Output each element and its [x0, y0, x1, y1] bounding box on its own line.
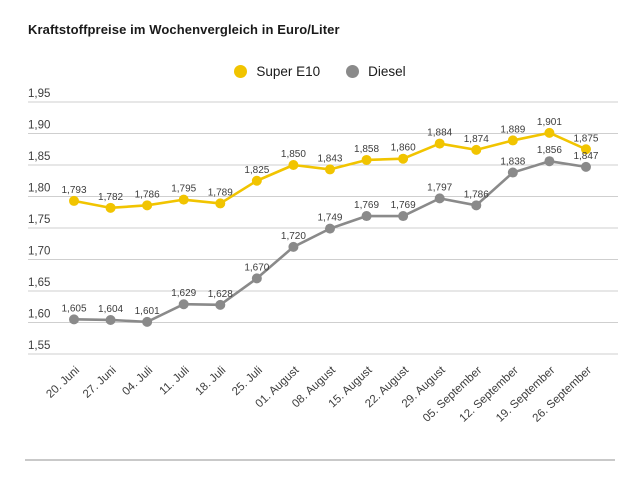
data-point-super-e10: [105, 202, 116, 213]
x-tick-label: 18. Juli: [193, 364, 228, 398]
data-point-label: 1,782: [98, 192, 123, 203]
super-e10-dot-icon: [234, 65, 248, 78]
data-point-label: 1,605: [61, 303, 86, 314]
data-point-diesel: [361, 211, 372, 222]
y-tick-label: 1,70: [28, 246, 50, 258]
series-group: 1,793 1,782 1,786 1,795 1,789 1,825 1,850 1,843…: [61, 117, 599, 327]
data-point-super-e10: [361, 154, 372, 165]
data-point-super-e10: [544, 127, 555, 138]
data-point-super-e10: [215, 198, 226, 209]
data-point-label: 1,769: [391, 200, 416, 211]
y-tick-label: 1,95: [28, 88, 50, 100]
x-tick-label: 25. Juli: [230, 364, 265, 398]
data-point-label: 1,875: [573, 133, 598, 144]
data-point-super-e10: [178, 194, 189, 205]
data-point-label: 1,601: [135, 306, 160, 317]
data-point-diesel: [178, 299, 189, 310]
data-point-label: 1,838: [500, 157, 525, 168]
data-point-label: 1,856: [537, 145, 562, 156]
legend-item-diesel: Diesel: [346, 64, 406, 79]
data-point-super-e10: [324, 164, 335, 175]
data-point-label: 1,789: [208, 187, 233, 198]
x-tick-label: 04. Juli: [120, 364, 155, 398]
data-point-label: 1,720: [281, 231, 306, 242]
data-point-super-e10: [288, 160, 299, 170]
y-tick-label: 1,65: [28, 277, 50, 289]
data-point-super-e10: [398, 153, 409, 164]
data-point-label: 1,604: [98, 304, 123, 315]
y-tick-label: 1,75: [28, 214, 50, 226]
data-point-diesel: [544, 156, 555, 167]
data-point-super-e10: [471, 144, 482, 155]
data-point-diesel: [398, 211, 409, 222]
data-point-diesel: [215, 299, 226, 310]
data-point-label: 1,670: [244, 262, 269, 273]
y-tick-label: 1,60: [28, 309, 50, 321]
data-point-super-e10: [142, 200, 153, 211]
data-point-label: 1,797: [427, 182, 452, 193]
data-point-diesel: [288, 241, 299, 252]
data-point-super-e10: [251, 175, 262, 186]
data-point-label: 1,769: [354, 200, 379, 211]
y-tick-label: 1,80: [28, 183, 50, 195]
chart-title: Kraftstoffpreise im Wochenvergleich in E…: [28, 22, 340, 37]
data-point-label: 1,749: [317, 213, 342, 224]
chart-legend: Super E10 Diesel: [0, 64, 640, 79]
data-point-diesel: [251, 273, 262, 284]
data-point-label: 1,850: [281, 149, 306, 160]
data-point-label: 1,786: [464, 189, 489, 200]
data-point-super-e10: [507, 135, 518, 146]
data-point-label: 1,795: [171, 184, 196, 195]
y-tick-label: 1,55: [28, 340, 50, 352]
diesel-dot-icon: [346, 65, 360, 78]
data-point-label: 1,860: [391, 143, 416, 154]
data-point-diesel: [507, 167, 518, 178]
data-point-label: 1,825: [244, 165, 269, 176]
data-point-label: 1,884: [427, 128, 452, 139]
data-point-diesel: [324, 223, 335, 234]
data-point-label: 1,793: [61, 185, 86, 196]
data-point-super-e10: [580, 144, 591, 155]
data-point-super-e10: [69, 195, 79, 206]
data-point-label: 1,843: [317, 153, 342, 164]
data-point-diesel: [580, 161, 591, 172]
y-tick-label: 1,85: [28, 151, 50, 163]
legend-label-super-e10: Super E10: [256, 64, 321, 79]
legend-item-super-e10: Super E10: [234, 64, 320, 79]
data-point-label: 1,786: [135, 189, 160, 200]
legend-label-diesel: Diesel: [368, 64, 406, 79]
data-point-label: 1,889: [500, 124, 525, 135]
data-point-super-e10: [434, 138, 445, 149]
data-point-diesel: [105, 314, 116, 325]
data-point-label: 1,874: [464, 134, 489, 145]
data-point-diesel: [69, 314, 79, 325]
data-point-label: 1,858: [354, 144, 379, 155]
y-tick-label: 1,90: [28, 120, 50, 132]
data-point-label: 1,901: [537, 117, 562, 128]
gridlines-group: [28, 101, 618, 355]
data-point-label: 1,847: [573, 151, 598, 162]
x-tick-label: 27. Juni: [81, 364, 119, 400]
data-point-label: 1,628: [208, 289, 233, 300]
data-point-diesel: [142, 316, 153, 327]
data-point-diesel: [434, 193, 445, 204]
x-tick-label: 11. Juli: [158, 364, 192, 397]
series-line-diesel: [72, 159, 588, 324]
x-tick-label: 20. Juni: [44, 364, 82, 400]
y-axis-labels-group: 1,95 1,90 1,85 1,80 1,75 1,70 1,65 1,60 1,55: [28, 88, 50, 352]
data-point-diesel: [471, 200, 482, 211]
data-point-label: 1,629: [171, 288, 196, 299]
